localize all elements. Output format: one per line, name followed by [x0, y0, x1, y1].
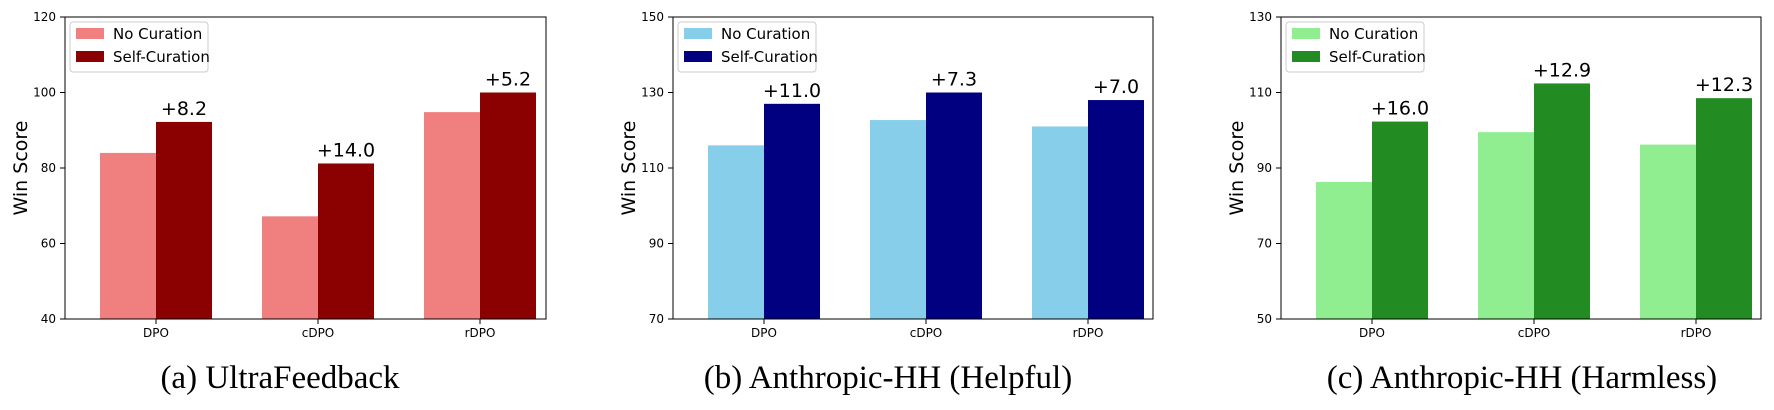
legend-label: Self-Curation — [113, 48, 210, 66]
improvement-label: +12.3 — [1695, 74, 1753, 96]
legend-label: Self-Curation — [1329, 48, 1426, 66]
improvement-label: +7.3 — [931, 69, 977, 91]
x-tick-label: rDPO — [465, 326, 496, 340]
bar-no-curation-cdpo — [262, 216, 318, 319]
y-tick-label: 50 — [1257, 312, 1272, 326]
legend-swatch — [684, 51, 712, 62]
x-tick-label: cDPO — [302, 326, 335, 340]
bar-self-curation-rdpo — [480, 92, 536, 319]
y-axis-label: Win Score — [10, 121, 32, 216]
y-tick-label: 120 — [33, 10, 56, 24]
x-tick-label: rDPO — [1073, 326, 1104, 340]
legend-swatch — [684, 28, 712, 39]
panel-caption: (c) Anthropic-HH (Harmless) — [1327, 360, 1717, 396]
x-tick-label: cDPO — [910, 326, 943, 340]
improvement-label: +16.0 — [1371, 98, 1429, 120]
y-tick-label: 70 — [649, 312, 664, 326]
y-tick-label: 150 — [641, 10, 664, 24]
improvement-label: +12.9 — [1533, 59, 1591, 81]
y-tick-label: 130 — [1249, 10, 1272, 24]
y-tick-label: 90 — [649, 237, 664, 251]
y-tick-label: 80 — [41, 161, 56, 175]
bar-no-curation-rdpo — [424, 112, 480, 319]
bar-self-curation-dpo — [1372, 121, 1428, 319]
y-tick-label: 60 — [41, 237, 56, 251]
bar-no-curation-cdpo — [1478, 132, 1534, 319]
chart-panel-2: +11.0 +7.3 +7.0 70 90 110 130 150 DPO cDPO rDPO Win… — [618, 10, 1154, 396]
bar-self-curation-cdpo — [926, 92, 982, 319]
panel-caption: (a) UltraFeedback — [160, 360, 400, 396]
bar-self-curation-rdpo — [1088, 100, 1144, 319]
y-tick-label: 70 — [1257, 237, 1272, 251]
bar-self-curation-dpo — [764, 103, 820, 319]
bar-no-curation-dpo — [100, 152, 156, 319]
improvement-label: +8.2 — [161, 98, 207, 120]
legend-label: No Curation — [113, 25, 202, 43]
y-tick-label: 40 — [41, 312, 56, 326]
improvement-label: +11.0 — [763, 80, 821, 102]
improvement-label: +7.0 — [1093, 76, 1139, 98]
y-axis-label: Win Score — [1226, 121, 1248, 216]
improvement-label: +14.0 — [317, 139, 375, 161]
legend-label: Self-Curation — [721, 48, 818, 66]
x-tick-label: cDPO — [1518, 326, 1551, 340]
x-tick-label: DPO — [1359, 326, 1385, 340]
legend-swatch — [1292, 51, 1320, 62]
y-axis-label: Win Score — [618, 121, 640, 216]
legend: No Curation Self-Curation — [1285, 21, 1426, 73]
bar-no-curation-cdpo — [870, 120, 926, 320]
x-tick-label: DPO — [143, 326, 169, 340]
legend-swatch — [76, 51, 104, 62]
bar-no-curation-dpo — [708, 145, 764, 319]
improvement-label: +5.2 — [485, 69, 531, 91]
legend-box — [1285, 21, 1425, 73]
legend-box — [69, 21, 209, 73]
bar-self-curation-cdpo — [1534, 83, 1590, 319]
legend: No Curation Self-Curation — [677, 21, 818, 73]
legend-label: No Curation — [1329, 25, 1418, 43]
bar-no-curation-rdpo — [1032, 126, 1088, 319]
legend-swatch — [76, 28, 104, 39]
legend: No Curation Self-Curation — [69, 21, 210, 73]
chart-panel-1: +8.2 +14.0 +5.2 40 60 80 100 120 DPO cDPO rDPO Win … — [10, 10, 547, 396]
bar-self-curation-rdpo — [1696, 98, 1752, 319]
y-tick-label: 90 — [1257, 161, 1272, 175]
legend-label: No Curation — [721, 25, 810, 43]
y-tick-label: 110 — [641, 161, 664, 175]
x-tick-label: rDPO — [1681, 326, 1712, 340]
chart-panel-3: +16.0 +12.9 +12.3 50 70 90 110 130 DPO cDPO rDPO Wi… — [1226, 10, 1762, 396]
x-tick-label: DPO — [751, 326, 777, 340]
y-tick-label: 130 — [641, 86, 664, 100]
bar-no-curation-dpo — [1316, 181, 1372, 319]
bar-self-curation-dpo — [156, 121, 212, 319]
y-tick-label: 110 — [1249, 86, 1272, 100]
legend-swatch — [1292, 28, 1320, 39]
bar-self-curation-cdpo — [318, 163, 374, 319]
legend-box — [677, 21, 817, 73]
panel-caption: (b) Anthropic-HH (Helpful) — [704, 360, 1072, 396]
y-tick-label: 100 — [33, 86, 56, 100]
bar-no-curation-rdpo — [1640, 144, 1696, 319]
